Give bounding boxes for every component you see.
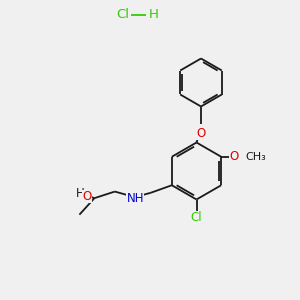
Text: O: O — [229, 150, 239, 163]
Text: O: O — [196, 127, 206, 140]
Text: Cl: Cl — [116, 8, 129, 22]
Text: H: H — [76, 187, 85, 200]
Text: O: O — [82, 190, 92, 203]
Text: H: H — [148, 8, 158, 22]
Text: CH₃: CH₃ — [245, 152, 266, 162]
Text: Cl: Cl — [191, 211, 202, 224]
Text: NH: NH — [127, 192, 144, 205]
